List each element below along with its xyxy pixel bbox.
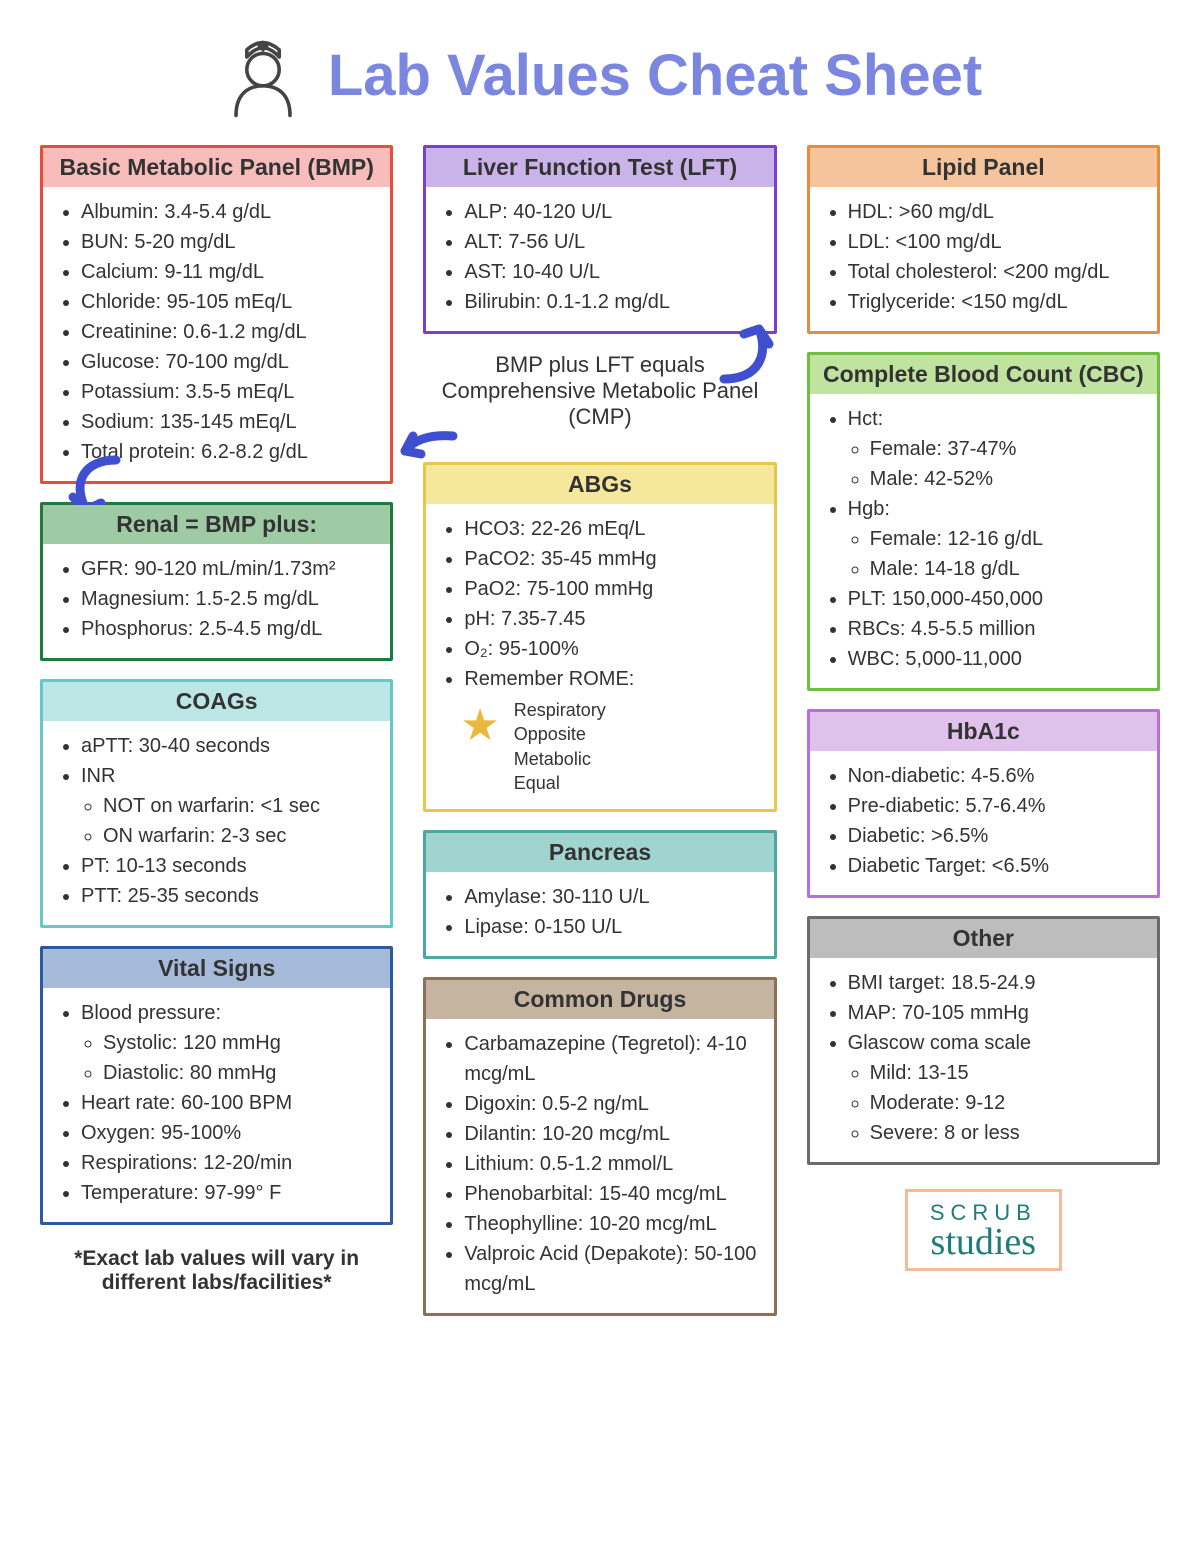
panel-other: OtherBMI target: 18.5-24.9MAP: 70-105 mm… bbox=[807, 916, 1160, 1165]
list-item: AST: 10-40 U/L bbox=[464, 257, 759, 287]
list-item: NOT on warfarin: <1 sec bbox=[103, 791, 376, 821]
list-item: HCO3: 22-26 mEq/L bbox=[464, 514, 759, 544]
star-icon: ★ bbox=[460, 704, 499, 748]
list-item: Total protein: 6.2-8.2 g/dL bbox=[81, 437, 376, 467]
list-item: PLT: 150,000-450,000 bbox=[848, 584, 1143, 614]
panel-pancreas: PancreasAmylase: 30-110 U/LLipase: 0-150… bbox=[423, 830, 776, 959]
list-item: PTT: 25-35 seconds bbox=[81, 881, 376, 911]
panel-lipid: Lipid PanelHDL: >60 mg/dLLDL: <100 mg/dL… bbox=[807, 145, 1160, 334]
page-title: Lab Values Cheat Sheet bbox=[328, 42, 982, 109]
list-item: Potassium: 3.5-5 mEq/L bbox=[81, 377, 376, 407]
list-item: ON warfarin: 2-3 sec bbox=[103, 821, 376, 851]
nurse-icon bbox=[218, 30, 308, 120]
list-item: Severe: 8 or less bbox=[870, 1118, 1143, 1148]
list-item: RBCs: 4.5-5.5 million bbox=[848, 614, 1143, 644]
panel-grid: Basic Metabolic Panel (BMP)Albumin: 3.4-… bbox=[40, 145, 1160, 1316]
panel-renal: Renal = BMP plus:GFR: 90-120 mL/min/1.73… bbox=[40, 502, 393, 661]
list-item: GFR: 90-120 mL/min/1.73m² bbox=[81, 554, 376, 584]
panel-cbc: Complete Blood Count (CBC)Hct:Female: 37… bbox=[807, 352, 1160, 691]
footnote: *Exact lab values will vary in different… bbox=[40, 1247, 393, 1295]
list-item: Phosphorus: 2.5-4.5 mg/dL bbox=[81, 614, 376, 644]
list-item: MAP: 70-105 mmHg bbox=[848, 998, 1143, 1028]
list-item: Oxygen: 95-100% bbox=[81, 1118, 376, 1148]
list-item: Sodium: 135-145 mEq/L bbox=[81, 407, 376, 437]
list-item: Theophylline: 10-20 mcg/mL bbox=[464, 1209, 759, 1239]
list-item: Carbamazepine (Tegretol): 4-10 mcg/mL bbox=[464, 1029, 759, 1089]
logo-line2: studies bbox=[930, 1220, 1037, 1264]
list-item: Moderate: 9-12 bbox=[870, 1088, 1143, 1118]
list-item: Hct:Female: 37-47%Male: 42-52% bbox=[848, 404, 1143, 494]
list-item: Systolic: 120 mmHg bbox=[103, 1028, 376, 1058]
list-item: PaO2: 75-100 mmHg bbox=[464, 574, 759, 604]
list-item: Digoxin: 0.5-2 ng/mL bbox=[464, 1089, 759, 1119]
list-item: LDL: <100 mg/dL bbox=[848, 227, 1143, 257]
list-item: Female: 12-16 g/dL bbox=[870, 524, 1143, 554]
list-item: PT: 10-13 seconds bbox=[81, 851, 376, 881]
list-item: BUN: 5-20 mg/dL bbox=[81, 227, 376, 257]
rome-mnemonic: ★ RespiratoryOppositeMetabolicEqual bbox=[440, 698, 759, 795]
list-item: Blood pressure:Systolic: 120 mmHgDiastol… bbox=[81, 998, 376, 1088]
list-item: Creatinine: 0.6-1.2 mg/dL bbox=[81, 317, 376, 347]
list-item: Magnesium: 1.5-2.5 mg/dL bbox=[81, 584, 376, 614]
list-item: Amylase: 30-110 U/L bbox=[464, 882, 759, 912]
column-3: Lipid PanelHDL: >60 mg/dLLDL: <100 mg/dL… bbox=[807, 145, 1160, 1271]
list-item: Calcium: 9-11 mg/dL bbox=[81, 257, 376, 287]
list-item: Respirations: 12-20/min bbox=[81, 1148, 376, 1178]
list-item: Lithium: 0.5-1.2 mmol/L bbox=[464, 1149, 759, 1179]
list-item: Diabetic Target: <6.5% bbox=[848, 851, 1143, 881]
list-item: Diastolic: 80 mmHg bbox=[103, 1058, 376, 1088]
list-item: HDL: >60 mg/dL bbox=[848, 197, 1143, 227]
list-item: O₂: 95-100% bbox=[464, 634, 759, 664]
list-item: Phenobarbital: 15-40 mcg/mL bbox=[464, 1179, 759, 1209]
list-item: Total cholesterol: <200 mg/dL bbox=[848, 257, 1143, 287]
list-item: Pre-diabetic: 5.7-6.4% bbox=[848, 791, 1143, 821]
list-item: Glascow coma scaleMild: 13-15Moderate: 9… bbox=[848, 1028, 1143, 1148]
list-item: Glucose: 70-100 mg/dL bbox=[81, 347, 376, 377]
list-item: Triglyceride: <150 mg/dL bbox=[848, 287, 1143, 317]
list-item: Hgb:Female: 12-16 g/dLMale: 14-18 g/dL bbox=[848, 494, 1143, 584]
panel-coags: COAGsaPTT: 30-40 secondsINRNOT on warfar… bbox=[40, 679, 393, 928]
column-1: Basic Metabolic Panel (BMP)Albumin: 3.4-… bbox=[40, 145, 393, 1295]
panel-abgs: ABGsHCO3: 22-26 mEq/LPaCO2: 35-45 mmHgPa… bbox=[423, 462, 776, 812]
panel-lft: Liver Function Test (LFT)ALP: 40-120 U/L… bbox=[423, 145, 776, 334]
list-item: Albumin: 3.4-5.4 g/dL bbox=[81, 197, 376, 227]
list-item: WBC: 5,000-11,000 bbox=[848, 644, 1143, 674]
list-item: Non-diabetic: 4-5.6% bbox=[848, 761, 1143, 791]
panel-hba1c: HbA1cNon-diabetic: 4-5.6%Pre-diabetic: 5… bbox=[807, 709, 1160, 898]
rome-words: RespiratoryOppositeMetabolicEqual bbox=[514, 698, 606, 795]
list-item: Lipase: 0-150 U/L bbox=[464, 912, 759, 942]
panel-drugs: Common DrugsCarbamazepine (Tegretol): 4-… bbox=[423, 977, 776, 1316]
note-cmp: BMP plus LFT equals Comprehensive Metabo… bbox=[423, 352, 776, 430]
brand-logo: SCRUB studies bbox=[905, 1189, 1062, 1271]
list-item: aPTT: 30-40 seconds bbox=[81, 731, 376, 761]
arrow-note-to-bmp bbox=[393, 426, 463, 466]
list-item: Remember ROME: bbox=[464, 664, 759, 694]
list-item: Dilantin: 10-20 mcg/mL bbox=[464, 1119, 759, 1149]
list-item: Valproic Acid (Depakote): 50-100 mcg/mL bbox=[464, 1239, 759, 1299]
panel-bmp: Basic Metabolic Panel (BMP)Albumin: 3.4-… bbox=[40, 145, 393, 484]
list-item: ALP: 40-120 U/L bbox=[464, 197, 759, 227]
column-2: Liver Function Test (LFT)ALP: 40-120 U/L… bbox=[423, 145, 776, 1316]
list-item: Male: 14-18 g/dL bbox=[870, 554, 1143, 584]
list-item: PaCO2: 35-45 mmHg bbox=[464, 544, 759, 574]
list-item: pH: 7.35-7.45 bbox=[464, 604, 759, 634]
list-item: Male: 42-52% bbox=[870, 464, 1143, 494]
list-item: Heart rate: 60-100 BPM bbox=[81, 1088, 376, 1118]
list-item: INRNOT on warfarin: <1 secON warfarin: 2… bbox=[81, 761, 376, 851]
list-item: Chloride: 95-105 mEq/L bbox=[81, 287, 376, 317]
panel-vitals: Vital SignsBlood pressure:Systolic: 120 … bbox=[40, 946, 393, 1225]
list-item: Diabetic: >6.5% bbox=[848, 821, 1143, 851]
list-item: Temperature: 97-99° F bbox=[81, 1178, 376, 1208]
page-header: Lab Values Cheat Sheet bbox=[40, 30, 1160, 120]
list-item: BMI target: 18.5-24.9 bbox=[848, 968, 1143, 998]
list-item: Bilirubin: 0.1-1.2 mg/dL bbox=[464, 287, 759, 317]
list-item: Female: 37-47% bbox=[870, 434, 1143, 464]
list-item: ALT: 7-56 U/L bbox=[464, 227, 759, 257]
list-item: Mild: 13-15 bbox=[870, 1058, 1143, 1088]
